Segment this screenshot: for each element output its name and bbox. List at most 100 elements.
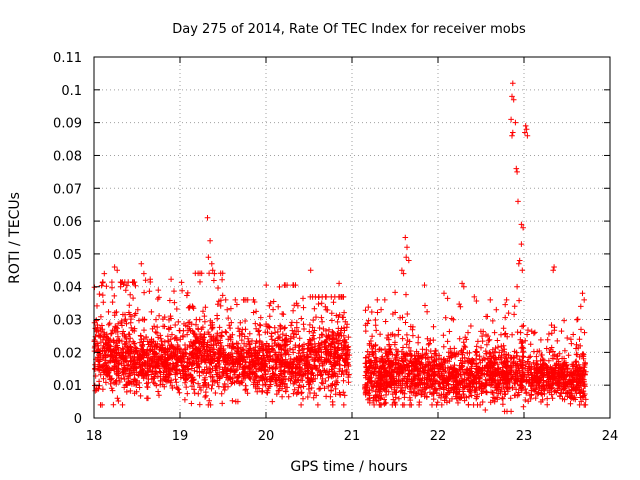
data-point [119, 345, 126, 352]
data-point [538, 390, 544, 397]
data-point [209, 261, 215, 267]
data-point [145, 380, 152, 386]
data-point [118, 350, 124, 356]
data-point [383, 400, 389, 406]
data-point [186, 325, 193, 332]
data-point [441, 385, 447, 391]
data-point [411, 356, 418, 363]
data-point [289, 319, 295, 326]
data-point [521, 371, 528, 378]
data-point [404, 244, 410, 251]
data-point [392, 402, 399, 408]
data-point [103, 371, 109, 378]
data-point [125, 362, 132, 368]
data-point [120, 355, 127, 362]
data-point [428, 384, 435, 390]
data-point [229, 360, 236, 366]
data-point [461, 384, 468, 391]
data-point [379, 357, 385, 364]
data-point [269, 398, 276, 405]
data-point [111, 293, 118, 299]
data-point [515, 198, 521, 205]
data-point [335, 344, 342, 351]
data-point [421, 369, 428, 376]
data-point [207, 360, 213, 366]
data-point [362, 360, 369, 367]
data-point [575, 386, 581, 393]
data-point [140, 349, 146, 356]
data-point [404, 332, 410, 338]
data-point [288, 369, 295, 375]
data-point [197, 401, 203, 408]
data-point [320, 332, 326, 338]
data-point [403, 357, 409, 364]
data-point [257, 322, 264, 329]
data-point [528, 328, 535, 335]
data-point [330, 372, 337, 379]
data-point [324, 368, 330, 374]
data-point [172, 322, 178, 328]
data-point [214, 315, 220, 322]
data-point [212, 378, 218, 385]
data-point [473, 349, 480, 356]
data-point [392, 309, 398, 316]
data-point [413, 348, 420, 355]
data-point [215, 285, 221, 291]
data-point [494, 337, 501, 344]
data-point [486, 337, 493, 343]
data-point [123, 287, 129, 293]
data-point [155, 287, 162, 293]
data-point [505, 310, 512, 316]
data-point [549, 395, 556, 401]
data-point [251, 353, 257, 360]
data-point [561, 317, 567, 324]
data-point [197, 347, 203, 354]
data-point [117, 355, 124, 361]
data-point [426, 340, 432, 347]
data-point [305, 394, 311, 400]
data-point [218, 332, 224, 339]
data-point [541, 386, 548, 393]
data-point [320, 380, 326, 387]
data-point [108, 331, 114, 337]
data-point [382, 318, 389, 325]
data-point [308, 377, 314, 383]
data-point [310, 372, 317, 379]
data-point [244, 390, 251, 396]
data-point [319, 318, 325, 325]
data-point [518, 221, 525, 228]
data-point [180, 333, 186, 339]
data-point [467, 369, 473, 376]
data-point [523, 390, 529, 397]
data-point [402, 380, 408, 387]
data-point [98, 339, 104, 345]
data-point [225, 362, 231, 368]
data-point [153, 344, 160, 350]
data-point [334, 330, 340, 337]
data-point [222, 329, 229, 335]
data-point [527, 341, 534, 347]
data-point [97, 372, 104, 378]
data-point [240, 354, 247, 361]
data-point [149, 326, 156, 332]
data-point [268, 375, 274, 382]
data-point [228, 380, 235, 387]
data-point [510, 129, 516, 136]
data-point [214, 363, 220, 369]
data-point [224, 367, 230, 373]
data-point [239, 337, 245, 343]
data-point [527, 396, 534, 402]
data-point [205, 402, 212, 408]
data-point [508, 408, 514, 415]
data-point [182, 397, 188, 403]
data-point [339, 314, 346, 321]
data-point [183, 384, 189, 390]
data-point [272, 352, 278, 358]
data-point [371, 380, 378, 387]
data-point [275, 335, 281, 342]
data-point [425, 377, 431, 383]
data-point [397, 363, 404, 369]
data-point [97, 352, 104, 359]
data-point [312, 363, 318, 370]
data-point [257, 361, 264, 367]
